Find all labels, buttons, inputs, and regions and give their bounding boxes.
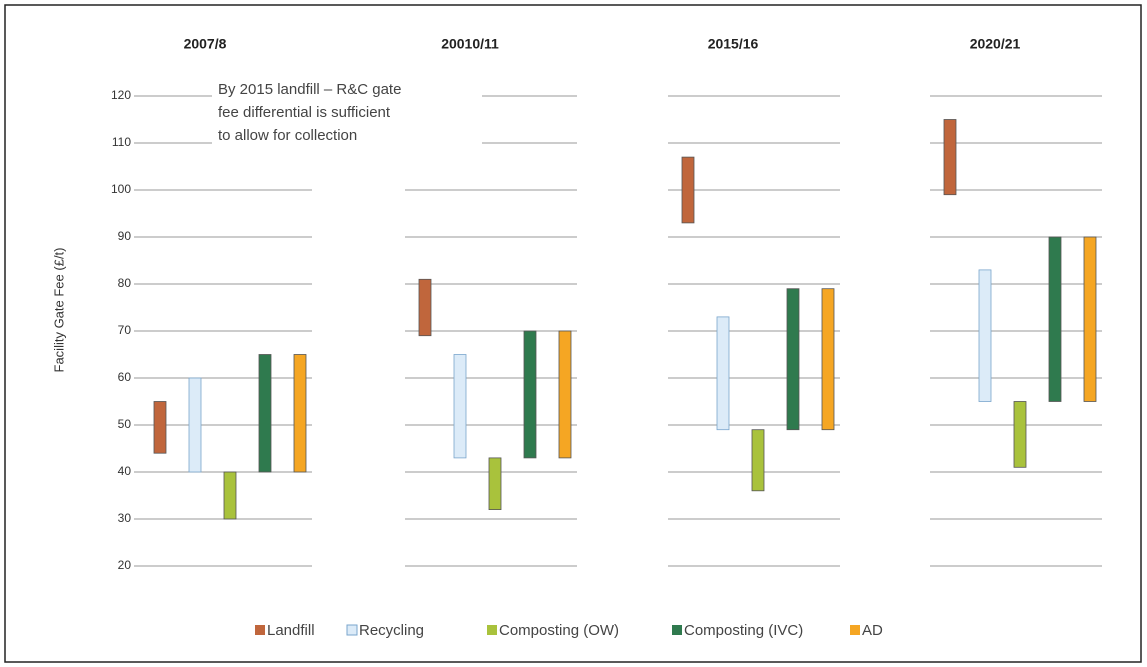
range-bar [258, 354, 272, 473]
range-bar [293, 354, 307, 473]
range-bar [418, 278, 432, 337]
range-bar [821, 288, 835, 431]
y-tick-label: 90 [118, 229, 132, 243]
annotation: to allow for collection [218, 127, 357, 144]
legend-swatch [850, 625, 860, 635]
legend-swatch [346, 624, 358, 636]
range-bar [1013, 401, 1027, 468]
y-tick-label: 60 [118, 370, 132, 384]
range-bar [1048, 236, 1062, 402]
range-bar [786, 288, 800, 431]
y-tick-label: 120 [111, 88, 131, 102]
range-bar [716, 316, 730, 431]
range-bar [488, 457, 502, 510]
range-bar [1083, 236, 1097, 402]
range-bar [523, 330, 537, 459]
range-bar [681, 156, 695, 224]
annotation-bg [212, 78, 482, 146]
y-tick-label: 80 [118, 276, 132, 290]
range-bar [943, 119, 957, 196]
panel-title: 2020/21 [970, 36, 1021, 52]
y-tick-label: 110 [112, 135, 131, 149]
panel-title: 20010/11 [441, 36, 499, 52]
range-bar [751, 429, 765, 492]
y-tick-label: 20 [118, 558, 132, 572]
y-tick-label: 100 [111, 182, 131, 196]
range-bar [223, 471, 237, 520]
annotation: fee differential is sufficient [218, 104, 391, 121]
y-tick-label: 40 [118, 464, 132, 478]
legend-swatch [672, 625, 682, 635]
legend-label: Composting (OW) [499, 622, 619, 639]
range-bar [978, 269, 992, 402]
frame [4, 4, 1142, 663]
legend-label: Recycling [359, 622, 424, 639]
legend-label: Landfill [267, 622, 315, 639]
range-bar [453, 354, 467, 459]
legend-label: AD [862, 622, 883, 639]
legend-swatch [255, 625, 265, 635]
y-tick-label: 30 [118, 511, 132, 525]
panel-title: 2015/16 [708, 36, 759, 52]
range-bar [153, 401, 167, 454]
y-axis-label: Facility Gate Fee (£/t) [51, 248, 66, 373]
y-tick-label: 50 [118, 417, 132, 431]
range-bar [188, 377, 202, 473]
panel-title: 2007/8 [184, 36, 227, 52]
range-bar [558, 330, 572, 459]
legend-label: Composting (IVC) [684, 622, 803, 639]
legend-swatch [487, 625, 497, 635]
y-tick-label: 70 [118, 323, 132, 337]
annotation: By 2015 landfill – R&C gate [218, 81, 401, 98]
